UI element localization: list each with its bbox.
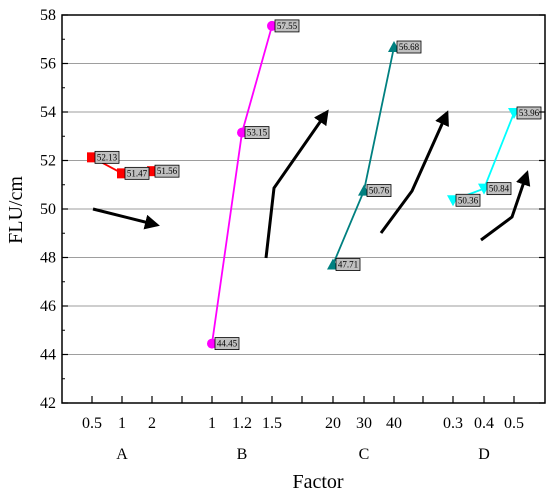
- trend-arrows: [92, 109, 531, 259]
- x-tick-label: 1.5: [262, 415, 282, 432]
- x-tick-label: 1.2: [232, 415, 252, 432]
- y-tick-label: 46: [40, 298, 56, 315]
- y-tick-label: 44: [40, 347, 56, 364]
- y-tick-label: 52: [40, 153, 56, 170]
- grid-lines: [62, 63, 545, 355]
- group-label-a: A: [116, 446, 128, 463]
- series-b: 44.45 53.15 57.55: [207, 19, 300, 350]
- trend-arrow: [264, 109, 329, 259]
- data-label: 57.55: [277, 21, 298, 31]
- data-marker-square: [87, 152, 97, 163]
- x-tick-label: 2: [148, 415, 156, 432]
- series-line: [211, 25, 273, 344]
- series-line: [332, 46, 395, 265]
- data-marker-circle: [237, 127, 247, 138]
- data-label: 56.68: [399, 42, 420, 52]
- trend-arrow: [92, 207, 160, 230]
- series-c: 47.71 50.76 56.68: [327, 40, 422, 271]
- trend-arrow: [379, 110, 449, 234]
- data-label-box: [335, 258, 361, 271]
- data-marker-square: [117, 168, 127, 179]
- x-tick-label: 40: [386, 415, 402, 432]
- x-tick-label: 1: [118, 415, 126, 432]
- data-label-box: [516, 106, 542, 120]
- data-marker-circle: [207, 338, 217, 349]
- data-label-box: [214, 337, 240, 350]
- x-tick-label: 0.5: [82, 415, 102, 432]
- data-label: 51.56: [157, 166, 178, 176]
- data-label-box: [244, 126, 270, 140]
- data-label-box: [274, 19, 300, 33]
- y-tick-label: 42: [40, 395, 56, 412]
- series-d: 50.36 50.84 53.96: [447, 106, 542, 207]
- data-label: 53.15: [247, 128, 268, 138]
- x-tick-label: 30: [356, 415, 372, 432]
- data-label-box: [486, 182, 512, 196]
- data-label: 52.13: [97, 152, 118, 162]
- series-layer: 52.13 51.47 51.56 44.45 53.15 57.55 47.71 50.76…: [87, 19, 542, 350]
- x-tick-label: 0.5: [504, 415, 524, 432]
- series-a: 52.13 51.47 51.56: [87, 150, 180, 180]
- data-label: 47.71: [338, 260, 358, 270]
- data-label: 50.76: [369, 186, 390, 196]
- x-tick-label: 1: [208, 415, 216, 432]
- data-label-box: [366, 184, 392, 197]
- data-marker-square: [147, 166, 157, 177]
- y-tick-label: 58: [40, 7, 56, 24]
- data-label: 50.36: [458, 195, 479, 205]
- x-axis-title: Factor: [292, 471, 343, 493]
- x-tick-label: 20: [325, 415, 341, 432]
- data-label-box: [124, 166, 150, 180]
- data-marker-circle: [267, 20, 277, 31]
- data-label: 44.45: [217, 339, 238, 349]
- y-tick-label: 54: [40, 104, 56, 121]
- y-tick-label: 50: [40, 201, 56, 218]
- x-tick-label: 0.4: [474, 415, 494, 432]
- x-tick-label: 0.3: [443, 415, 463, 432]
- axes: 42 44 46 48 50 52 54 56 58 0.5 1 2 A 1 1.2 1.5 B 20 30 40 C 0…: [40, 7, 546, 463]
- data-label-box: [94, 150, 120, 164]
- data-label-box: [154, 164, 180, 178]
- data-label: 51.47: [127, 168, 148, 178]
- y-tick-label: 56: [40, 56, 56, 73]
- y-tick-label: 48: [40, 250, 56, 267]
- group-label-d: D: [478, 446, 490, 463]
- data-label-box: [396, 40, 422, 54]
- trend-arrow: [480, 170, 531, 242]
- y-axis-title: FLU/cm: [5, 176, 27, 244]
- data-label: 50.84: [489, 184, 510, 194]
- group-label-c: C: [359, 446, 370, 463]
- group-label-b: B: [237, 446, 248, 463]
- data-label-box: [455, 193, 481, 207]
- data-label: 53.96: [519, 108, 540, 118]
